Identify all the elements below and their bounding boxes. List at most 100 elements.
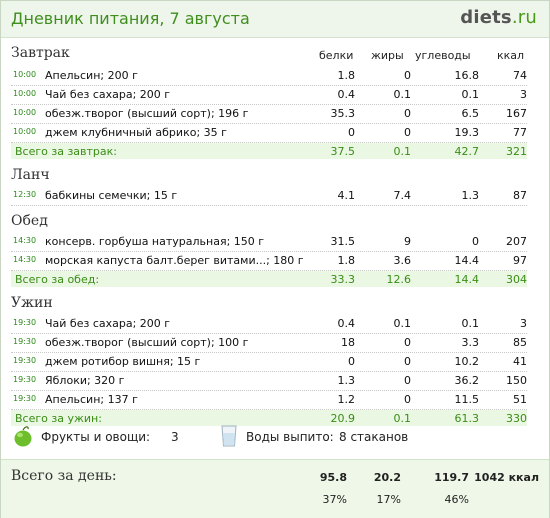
food-fat: 0.1 (393, 317, 412, 330)
water-value: 8 стаканов (339, 430, 409, 444)
food-protein: 0.4 (337, 88, 356, 101)
food-carbs: 0 (472, 235, 479, 248)
fruits-value: 3 (171, 430, 179, 444)
food-kcal: 167 (506, 107, 527, 120)
meal-total-carbs: 61.3 (454, 412, 480, 425)
food-kcal: 77 (513, 126, 527, 139)
meal-total-kcal: 304 (506, 273, 527, 286)
food-carbs: 36.2 (454, 374, 480, 387)
meal-total-carbs: 14.4 (454, 273, 480, 286)
day-total-box: Всего за день: 95.8 20.2 119.7 1042 ккал… (1, 459, 549, 518)
food-time: 19:30 (13, 356, 37, 365)
food-row[interactable]: 10:00 обезж.творог (высший сорт); 196 г 35… (11, 105, 527, 124)
food-fat: 0 (404, 69, 411, 82)
day-total-kcal: 1042 ккал (474, 471, 539, 484)
column-header-carbs: углеводы (415, 49, 471, 62)
food-carbs: 1.3 (461, 189, 480, 202)
food-kcal: 207 (506, 235, 527, 248)
food-time: 19:30 (13, 375, 37, 384)
food-fat: 0 (404, 393, 411, 406)
day-total-protein: 95.8 (319, 471, 347, 484)
food-time: 10:00 (13, 89, 37, 98)
food-carbs: 0.1 (461, 88, 480, 101)
meal-title: Ужин (11, 295, 53, 311)
food-time: 10:00 (13, 108, 37, 117)
day-pct-fat: 17% (376, 493, 401, 506)
apple-icon (14, 426, 32, 447)
food-time: 14:30 (13, 236, 37, 245)
food-time: 14:30 (13, 255, 37, 264)
food-time: 10:00 (13, 70, 37, 79)
food-fat: 0 (404, 374, 411, 387)
food-kcal: 97 (513, 254, 527, 267)
food-name[interactable]: Яблоки; 320 г (45, 374, 125, 387)
food-name[interactable]: Чай без сахара; 200 г (45, 88, 171, 101)
day-total-fat: 20.2 (373, 471, 401, 484)
food-name[interactable]: морская капуста балт.берег витами...; 18… (45, 254, 304, 267)
food-name[interactable]: джем ротибор вишня; 15 г (45, 355, 201, 368)
extras-row: Фрукты и овощи: 3 Воды выпито: 8 стакано… (13, 425, 533, 451)
food-name[interactable]: бабкины семечки; 15 г (45, 189, 178, 202)
food-kcal: 3 (520, 317, 527, 330)
food-protein: 0 (348, 126, 355, 139)
food-kcal: 3 (520, 88, 527, 101)
food-fat: 0 (404, 107, 411, 120)
food-kcal: 150 (506, 374, 527, 387)
meal-title: Завтрак (11, 45, 70, 61)
food-protein: 0 (348, 355, 355, 368)
food-row[interactable]: 19:30 джем ротибор вишня; 15 г 0 0 10.2 41 (11, 353, 527, 372)
food-protein: 0.4 (337, 317, 356, 330)
food-fat: 7.4 (393, 189, 412, 202)
meal-total-protein: 37.5 (330, 145, 356, 158)
column-header-fat: жиры (371, 49, 404, 62)
food-kcal: 41 (513, 355, 527, 368)
food-row[interactable]: 19:30 обезж.творог (высший сорт); 100 г 18… (11, 334, 527, 353)
meal-total-row: Всего за завтрак: 37.5 0.1 42.7 321 (11, 143, 527, 159)
meal-total-fat: 12.6 (386, 273, 412, 286)
day-pct-carbs: 46% (444, 493, 469, 506)
food-carbs: 10.2 (454, 355, 480, 368)
meal-total-label: Всего за ужин: (15, 412, 102, 425)
column-header-kcal: ккал (497, 49, 525, 62)
meal-total-label: Всего за завтрак: (15, 145, 118, 158)
food-name[interactable]: Апельсин; 137 г (45, 393, 138, 406)
food-time: 12:30 (13, 190, 37, 199)
meal-total-fat: 0.1 (393, 412, 412, 425)
food-row[interactable]: 10:00 джем клубничный абрико; 35 г 0 0 19.3 7… (11, 124, 527, 143)
food-row[interactable]: 14:30 морская капуста балт.берег витами..… (11, 252, 527, 271)
food-row[interactable]: 19:30 Чай без сахара; 200 г 0.4 0.1 0.1 3 (11, 315, 527, 334)
food-name[interactable]: консерв. горбуша натуральная; 150 г (45, 235, 265, 248)
food-fat: 0 (404, 336, 411, 349)
food-name[interactable]: обезж.творог (высший сорт); 100 г (45, 336, 249, 349)
meal-total-fat: 0.1 (393, 145, 412, 158)
water-label: Воды выпито: (246, 430, 334, 444)
food-carbs: 6.5 (461, 107, 480, 120)
food-name[interactable]: обезж.творог (высший сорт); 196 г (45, 107, 249, 120)
food-time: 19:30 (13, 394, 37, 403)
day-pct-protein: 37% (322, 493, 347, 506)
food-name[interactable]: джем клубничный абрико; 35 г (45, 126, 227, 139)
food-name[interactable]: Апельсин; 200 г (45, 69, 138, 82)
food-name[interactable]: Чай без сахара; 200 г (45, 317, 171, 330)
food-kcal: 85 (513, 336, 527, 349)
food-protein: 1.8 (337, 254, 356, 267)
food-row[interactable]: 19:30 Яблоки; 320 г 1.3 0 36.2 150 (11, 372, 527, 391)
food-fat: 0 (404, 355, 411, 368)
food-fat: 0.1 (393, 88, 412, 101)
food-protein: 4.1 (337, 189, 356, 202)
food-row[interactable]: 10:00 Чай без сахара; 200 г 0.4 0.1 0.1 3 (11, 86, 527, 105)
food-row[interactable]: 14:30 консерв. горбуша натуральная; 150 г… (11, 233, 527, 252)
food-time: 19:30 (13, 337, 37, 346)
food-protein: 1.3 (337, 374, 356, 387)
food-row[interactable]: 12:30 бабкины семечки; 15 г 4.1 7.4 1.3 87 (11, 187, 527, 206)
food-protein: 18 (341, 336, 355, 349)
food-carbs: 3.3 (461, 336, 480, 349)
meal-total-row: Всего за обед: 33.3 12.6 14.4 304 (11, 271, 527, 287)
column-header-protein: белки (319, 49, 354, 62)
food-protein: 31.5 (330, 235, 356, 248)
food-row[interactable]: 10:00 Апельсин; 200 г 1.8 0 16.8 74 (11, 67, 527, 86)
food-row[interactable]: 19:30 Апельсин; 137 г 1.2 0 11.5 51 (11, 391, 527, 410)
site-logo[interactable]: diets.ru (460, 7, 537, 28)
header-bar: Дневник питания, 7 августа diets.ru (1, 1, 549, 38)
